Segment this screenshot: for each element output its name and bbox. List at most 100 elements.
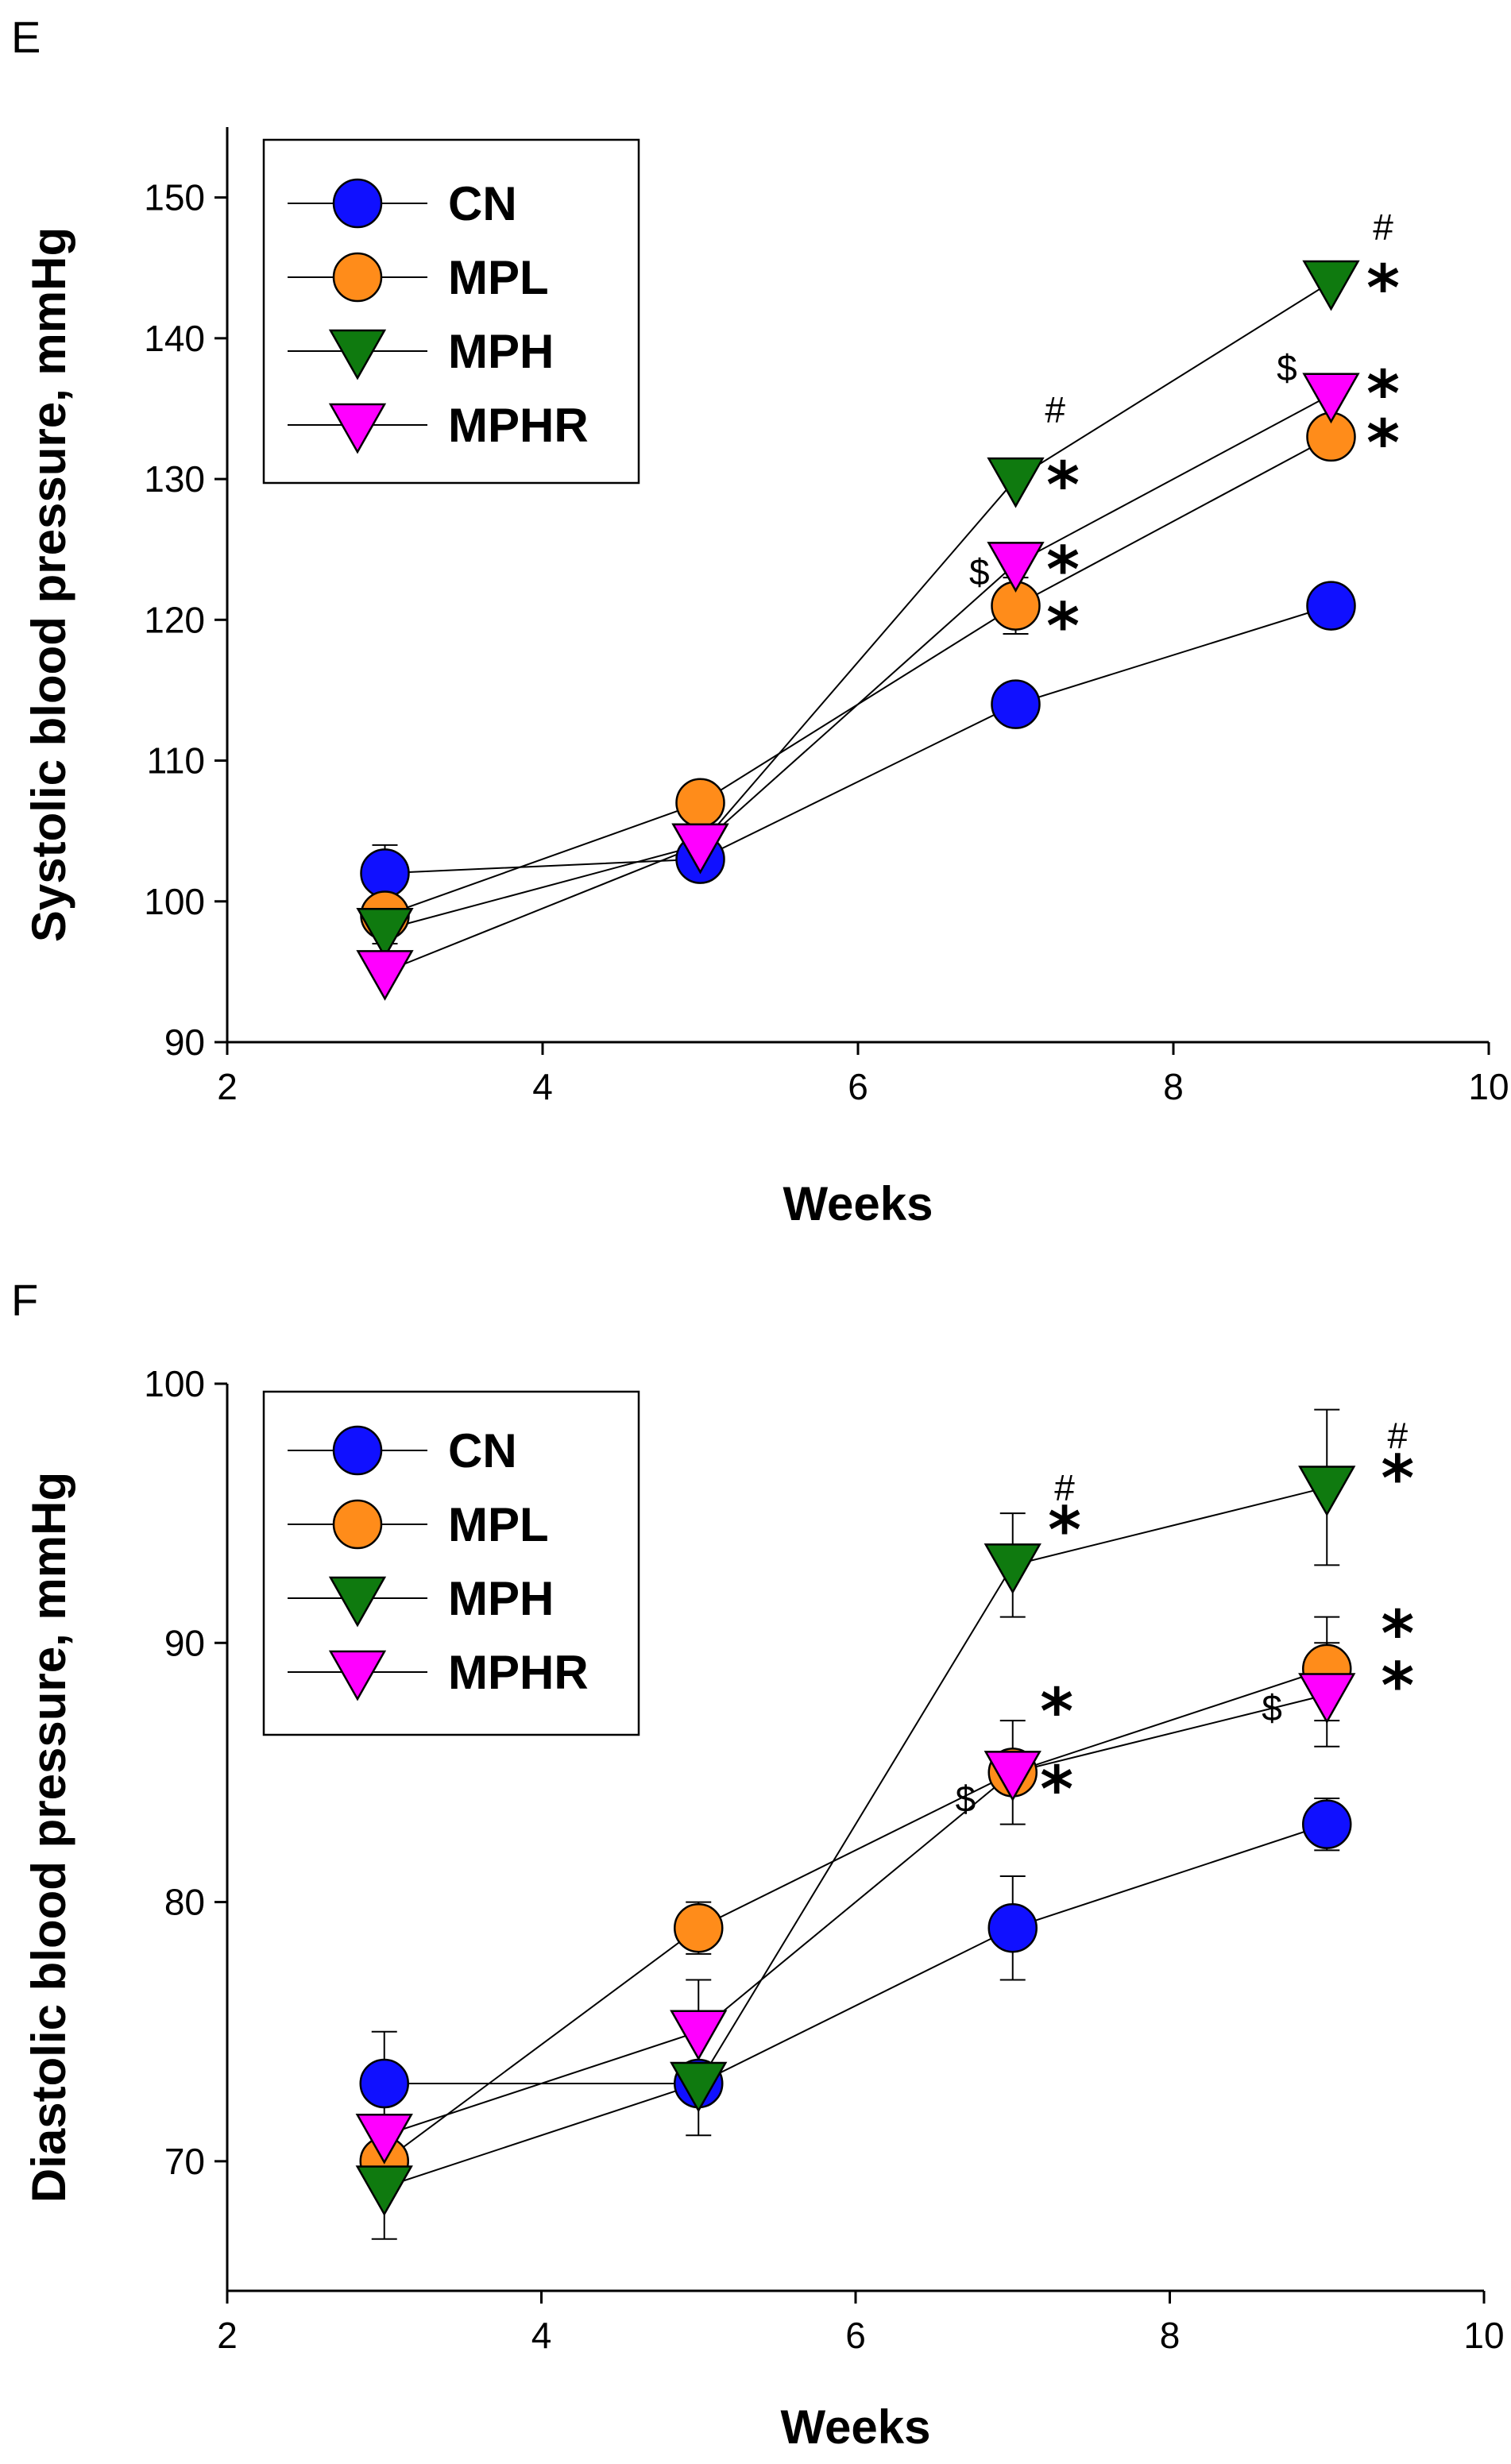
legend-label-mpl: MPL bbox=[448, 251, 549, 304]
significance-mark: # bbox=[1045, 389, 1065, 431]
series-mpl bbox=[384, 1616, 1340, 2162]
series-mpl bbox=[372, 436, 1331, 931]
series-line bbox=[384, 1694, 1327, 2137]
data-point bbox=[984, 1751, 1041, 1802]
y-tick-label: 150 bbox=[144, 177, 205, 218]
data-point bbox=[1298, 1466, 1356, 1517]
x-tick-label: 10 bbox=[1463, 2315, 1504, 2356]
significance-mark: $ bbox=[1262, 1687, 1282, 1728]
panel-f-chart: 2 4 6 8 10 70 80 90 100 Weeks Diastolic blood pres… bbox=[22, 1363, 1505, 2454]
series-line bbox=[384, 1823, 1327, 2084]
significance-mark: # bbox=[1387, 1415, 1408, 1457]
panel-letter-e: E bbox=[11, 12, 41, 62]
data-point bbox=[332, 1499, 383, 1550]
series-markers-cn bbox=[360, 581, 1356, 898]
panel-letter-f: F bbox=[11, 1275, 38, 1325]
x-tick-label: 4 bbox=[532, 1066, 553, 1107]
legend-label-cn: CN bbox=[448, 177, 517, 230]
legend-box bbox=[262, 1390, 640, 1736]
data-point bbox=[674, 1902, 724, 1953]
significance-mark: * bbox=[1381, 1649, 1414, 1723]
series-line bbox=[384, 1667, 1327, 2162]
x-axis-title: Weeks bbox=[783, 1177, 933, 1230]
legend-label-mph: MPH bbox=[448, 1572, 554, 1625]
data-point bbox=[991, 679, 1041, 729]
series-markers-mphr bbox=[355, 1673, 1356, 2165]
x-tick-label: 6 bbox=[848, 1066, 868, 1107]
series-mphr bbox=[385, 393, 1331, 973]
significance-mark: * bbox=[1366, 406, 1400, 480]
data-point bbox=[328, 403, 387, 454]
y-tick-label: 110 bbox=[147, 740, 205, 782]
data-point bbox=[356, 907, 414, 959]
significance-mark: $ bbox=[1277, 347, 1297, 388]
y-tick-label: 80 bbox=[164, 1882, 205, 1923]
series-cn bbox=[372, 604, 1331, 902]
x-tick-label: 8 bbox=[1160, 2315, 1181, 2356]
data-point bbox=[332, 178, 383, 229]
data-point bbox=[356, 950, 414, 1001]
data-point bbox=[360, 848, 410, 898]
significance-mark: * bbox=[1048, 1493, 1081, 1567]
x-tick-label: 2 bbox=[217, 2315, 238, 2356]
data-point bbox=[355, 2113, 413, 2165]
y-tick-label: 90 bbox=[164, 1622, 205, 1663]
significance-mark: $ bbox=[956, 1778, 976, 1819]
series-markers-cn bbox=[359, 1799, 1352, 2109]
data-point bbox=[987, 1902, 1038, 1953]
y-axis-title: Systolic blood pressure, mmHg bbox=[22, 227, 75, 942]
x-tick-label: 10 bbox=[1468, 1066, 1509, 1107]
y-tick-label: 100 bbox=[144, 1363, 205, 1404]
legend-label-mph: MPH bbox=[448, 325, 554, 378]
data-point bbox=[1302, 1799, 1352, 1849]
data-point bbox=[987, 542, 1045, 593]
series-cn bbox=[371, 1798, 1340, 2137]
significance-mark: * bbox=[1366, 251, 1400, 325]
data-point bbox=[328, 1576, 387, 1628]
y-tick-label: 140 bbox=[144, 318, 205, 359]
series-markers-mpl bbox=[360, 411, 1356, 940]
significance-mark: # bbox=[1373, 207, 1393, 248]
data-point bbox=[328, 1650, 387, 1701]
legend-label-mphr: MPHR bbox=[448, 1646, 589, 1699]
y-tick-label: 90 bbox=[164, 1022, 205, 1063]
legend-label-cn: CN bbox=[448, 1424, 517, 1477]
data-point bbox=[332, 252, 383, 303]
data-point bbox=[1302, 373, 1360, 424]
significance-mark: * bbox=[1381, 1442, 1414, 1516]
x-axis-title: Weeks bbox=[780, 2400, 930, 2454]
significance-mark: # bbox=[1054, 1467, 1075, 1508]
data-point bbox=[987, 457, 1045, 508]
significance-mark: $ bbox=[969, 551, 990, 593]
legend: CN MPL MPH MPHR bbox=[262, 1390, 640, 1736]
significance-mark: * bbox=[1040, 1752, 1073, 1826]
data-point bbox=[671, 823, 729, 875]
data-point bbox=[328, 329, 387, 380]
x-tick-label: 6 bbox=[845, 2315, 866, 2356]
legend-label-mphr: MPHR bbox=[448, 399, 589, 452]
significance-mark: * bbox=[1040, 1674, 1073, 1748]
data-point bbox=[984, 1543, 1041, 1594]
significance-mark: * bbox=[1046, 589, 1080, 663]
data-point bbox=[1298, 1673, 1356, 1724]
series-markers-mphr bbox=[356, 373, 1360, 1001]
significance-mark: * bbox=[1046, 533, 1080, 607]
legend-label-mpl: MPL bbox=[448, 1498, 549, 1551]
series-markers-mph bbox=[355, 1466, 1356, 2217]
x-tick-label: 4 bbox=[531, 2315, 552, 2356]
significance-mark: * bbox=[1366, 357, 1400, 431]
data-point bbox=[359, 2058, 409, 2109]
series-line bbox=[385, 393, 1331, 973]
data-point bbox=[1306, 581, 1356, 631]
data-point bbox=[355, 2165, 413, 2217]
series-line bbox=[385, 281, 1332, 931]
data-point bbox=[332, 1425, 383, 1476]
data-point bbox=[670, 2061, 728, 2113]
series-line bbox=[384, 1486, 1327, 2188]
panel-e-chart: 2 4 6 8 10 90 100 110 120 130 140 150 Weeks Systolic … bbox=[22, 127, 1509, 1230]
y-axis-title: Diastolic blood pressure, mmHg bbox=[22, 1472, 75, 2203]
significance-mark: * bbox=[1381, 1597, 1414, 1671]
significance-mark: * bbox=[1046, 449, 1080, 523]
y-tick-label: 130 bbox=[144, 458, 205, 500]
